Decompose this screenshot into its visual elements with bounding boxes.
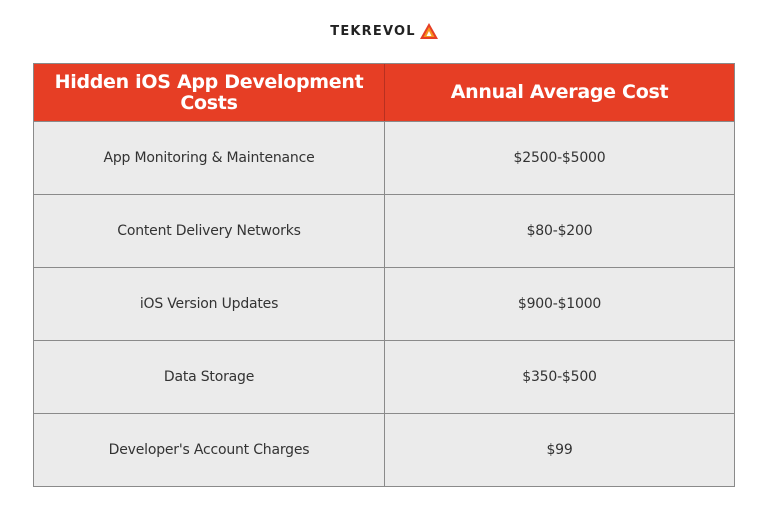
table-row: Developer's Account Charges $99 xyxy=(34,413,734,486)
table-row: Content Delivery Networks $80-$200 xyxy=(34,194,734,267)
annual-cost-cell: $900-$1000 xyxy=(517,296,602,312)
cost-item-cell: App Monitoring & Maintenance xyxy=(34,122,385,194)
cost-item-cell: Developer's Account Charges xyxy=(34,414,385,486)
annual-cost-cell: $99 xyxy=(546,442,573,458)
table-row: iOS Version Updates $900-$1000 xyxy=(34,267,734,340)
column-header-cost-item: Hidden iOS App Development Costs xyxy=(34,64,385,121)
hidden-costs-table: Hidden iOS App Development Costs Annual … xyxy=(33,63,735,487)
annual-cost-cell: $2500-$5000 xyxy=(513,150,606,166)
table-row: Data Storage $350-$500 xyxy=(34,340,734,413)
annual-cost-cell: $350-$500 xyxy=(522,369,597,385)
brand-name: TEKREVOL xyxy=(330,24,416,39)
cost-item-cell: iOS Version Updates xyxy=(34,268,385,340)
annual-cost-cell: $80-$200 xyxy=(526,223,593,239)
cost-item-cell: Content Delivery Networks xyxy=(34,195,385,267)
column-header-annual-cost: Annual Average Cost xyxy=(450,81,669,103)
table-row: App Monitoring & Maintenance $2500-$5000 xyxy=(34,121,734,194)
table-header-row: Hidden iOS App Development Costs Annual … xyxy=(34,64,734,121)
cost-item-cell: Data Storage xyxy=(34,341,385,413)
brand-logo: TEKREVOL xyxy=(0,23,768,39)
triangle-logo-icon xyxy=(419,23,438,39)
